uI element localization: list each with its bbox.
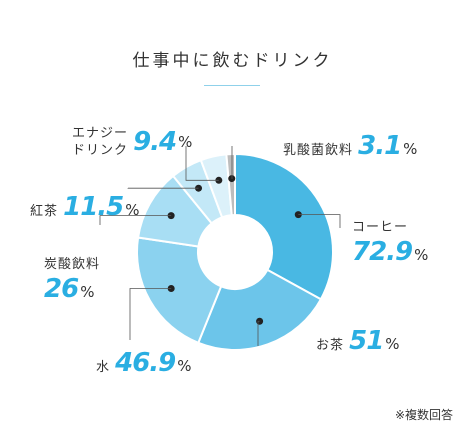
label-lactic-drink-unit: % (403, 140, 418, 158)
leader-soda (99, 215, 172, 225)
leader-tea (257, 320, 260, 346)
label-tea: お茶 51% (316, 326, 400, 356)
label-tea-name: お茶 (316, 338, 345, 353)
label-coffee-value: 72.9 (352, 237, 413, 267)
label-soda-name: 炭酸飲料 (44, 257, 101, 272)
label-tea-unit: % (385, 335, 400, 353)
label-lactic-drink-name: 乳酸菌飲料 (283, 143, 354, 158)
label-lactic-drink: 乳酸菌飲料 3.1% (283, 131, 417, 161)
label-coffee: コーヒー 72.9% (352, 216, 428, 267)
label-black-tea: 紅茶 11.5% (30, 192, 140, 222)
label-energy-drink-name: エナジードリンク (72, 126, 129, 158)
slice-coffee (234, 152, 334, 301)
leader-coffee (298, 214, 341, 228)
label-black-tea-unit: % (125, 201, 140, 219)
slice-water (136, 236, 223, 345)
label-water-unit: % (177, 357, 192, 375)
label-water-value: 46.9 (115, 348, 176, 378)
label-lactic-drink-value: 3.1 (358, 131, 402, 161)
label-soda-value: 26 (44, 274, 79, 304)
leader-energy-drink (185, 146, 219, 181)
label-energy-drink-value: 9.4 (133, 127, 177, 157)
slice-lactic-drink (225, 152, 236, 217)
label-coffee-unit: % (414, 246, 429, 264)
slice-tea (196, 268, 323, 351)
label-water: 水 46.9% (96, 348, 192, 378)
label-black-tea-value: 11.5 (63, 192, 124, 222)
leader-water (129, 288, 172, 340)
label-energy-drink-unit: % (178, 133, 193, 151)
label-water-name: 水 (96, 360, 111, 375)
label-coffee-name: コーヒー (352, 220, 409, 235)
label-black-tea-name: 紅茶 (30, 204, 59, 219)
title-underline (204, 85, 260, 86)
label-soda-unit: % (80, 283, 95, 301)
label-tea-value: 51 (349, 326, 384, 356)
footnote: ※複数回答 (394, 408, 453, 422)
label-energy-drink: エナジードリンク 9.4% (72, 125, 192, 159)
chart-title: 仕事中に飲むドリンク (132, 51, 333, 71)
label-soda: 炭酸飲料 26% (44, 253, 100, 304)
